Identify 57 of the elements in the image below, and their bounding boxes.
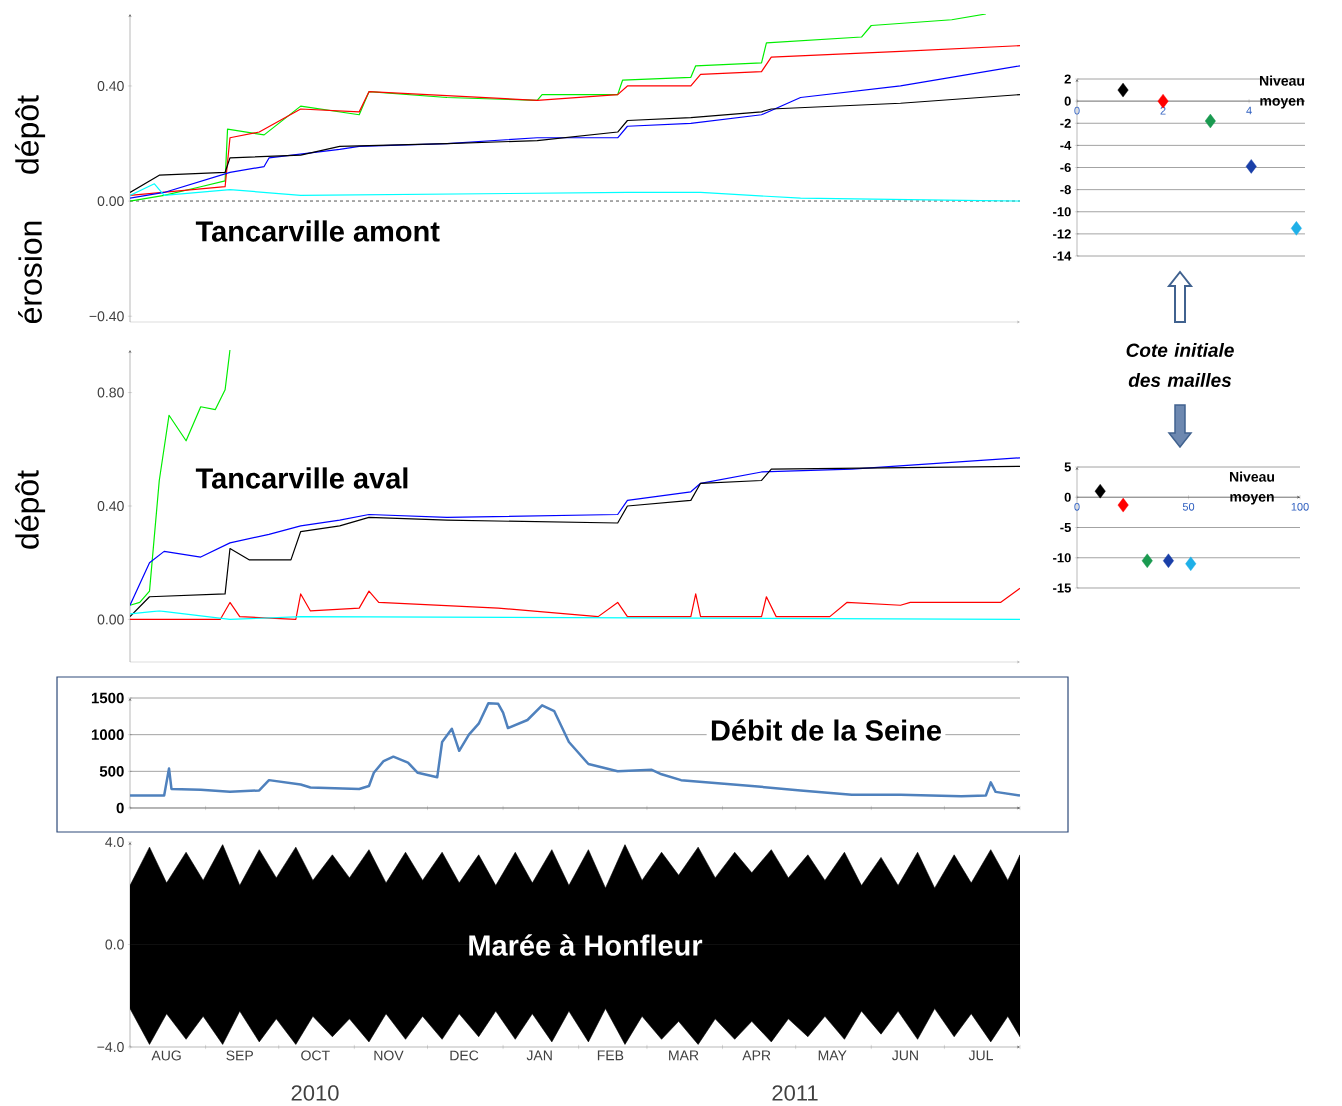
y-axis-title: dépôt bbox=[14, 95, 46, 174]
y-tick-label: 0.0 bbox=[105, 939, 124, 950]
x-tick-label: OCT bbox=[301, 1050, 330, 1061]
y-tick-label: 1000 bbox=[91, 729, 124, 740]
x-tick-label: 50 bbox=[1182, 502, 1195, 511]
x-tick-label: 2 bbox=[1160, 106, 1166, 115]
y-tick-label: -6 bbox=[1060, 162, 1071, 173]
x-tick-label: NOV bbox=[374, 1050, 404, 1061]
y-tick-label: -10 bbox=[1053, 207, 1071, 217]
text: Débit de la Seine bbox=[711, 719, 942, 741]
y-tick-label: −4.0 bbox=[97, 1042, 124, 1052]
y-tick-label: 0.80 bbox=[97, 387, 124, 398]
y-tick-label: −0.40 bbox=[89, 311, 124, 322]
x-tick-label: MAR bbox=[669, 1050, 699, 1061]
text: érosion bbox=[18, 221, 42, 324]
y-tick-label: -2 bbox=[1060, 118, 1071, 128]
y-tick-label: 0.40 bbox=[97, 501, 124, 511]
y-tick-label: 1500 bbox=[91, 692, 124, 704]
x-tick-label: 100 bbox=[1291, 502, 1309, 511]
text: 2011 bbox=[772, 1085, 818, 1101]
x-tick-label: APR bbox=[742, 1050, 771, 1061]
text: 2010 bbox=[291, 1085, 339, 1101]
text: Cote initiale des mailles bbox=[1126, 343, 1234, 387]
x-tick-label: 4 bbox=[1246, 106, 1252, 115]
x-tick-label: DEC bbox=[450, 1050, 479, 1061]
y-tick-label: 2 bbox=[1064, 74, 1071, 84]
y-tick-label: -8 bbox=[1060, 185, 1071, 195]
y-axis-title: dépôt bbox=[14, 470, 46, 549]
x-tick-label: AUG bbox=[151, 1050, 181, 1061]
x-tick-label: 0 bbox=[1074, 106, 1080, 115]
text: Marée à Honfleur bbox=[469, 934, 703, 956]
y-tick-label: -14 bbox=[1053, 251, 1072, 261]
x-tick-label: 0 bbox=[1074, 502, 1080, 511]
y-tick-label: -4 bbox=[1060, 140, 1072, 150]
x-tick-label: SEP bbox=[226, 1050, 254, 1061]
x-tick-label: JUL bbox=[968, 1050, 993, 1061]
annotation: Niveau moyen bbox=[1259, 75, 1305, 109]
y-tick-label: -15 bbox=[1053, 583, 1071, 593]
y-tick-label: 0 bbox=[116, 802, 124, 814]
x-tick-label: FEB bbox=[597, 1050, 624, 1061]
y-tick-label: 0.40 bbox=[97, 80, 124, 91]
y-tick-label: 5 bbox=[1064, 462, 1071, 472]
y-tick-label: 500 bbox=[99, 766, 124, 777]
annotation: Niveau moyen bbox=[1229, 471, 1275, 505]
y-tick-label: -5 bbox=[1060, 522, 1071, 533]
text: Tancarville amont bbox=[195, 220, 440, 242]
y-tick-label: -12 bbox=[1053, 229, 1071, 239]
y-tick-label: 0 bbox=[1064, 492, 1071, 502]
text: Tancarville aval bbox=[195, 467, 408, 489]
x-tick-label: MAY bbox=[818, 1050, 847, 1061]
y-tick-label: 0 bbox=[1064, 96, 1071, 106]
y-tick-label: 0.00 bbox=[97, 196, 124, 207]
x-tick-label: JUN bbox=[892, 1050, 918, 1061]
x-tick-label: JAN bbox=[526, 1050, 552, 1061]
y-tick-label: 4.0 bbox=[105, 837, 124, 847]
y-tick-label: 0.00 bbox=[97, 614, 124, 625]
y-tick-label: -10 bbox=[1053, 553, 1071, 563]
